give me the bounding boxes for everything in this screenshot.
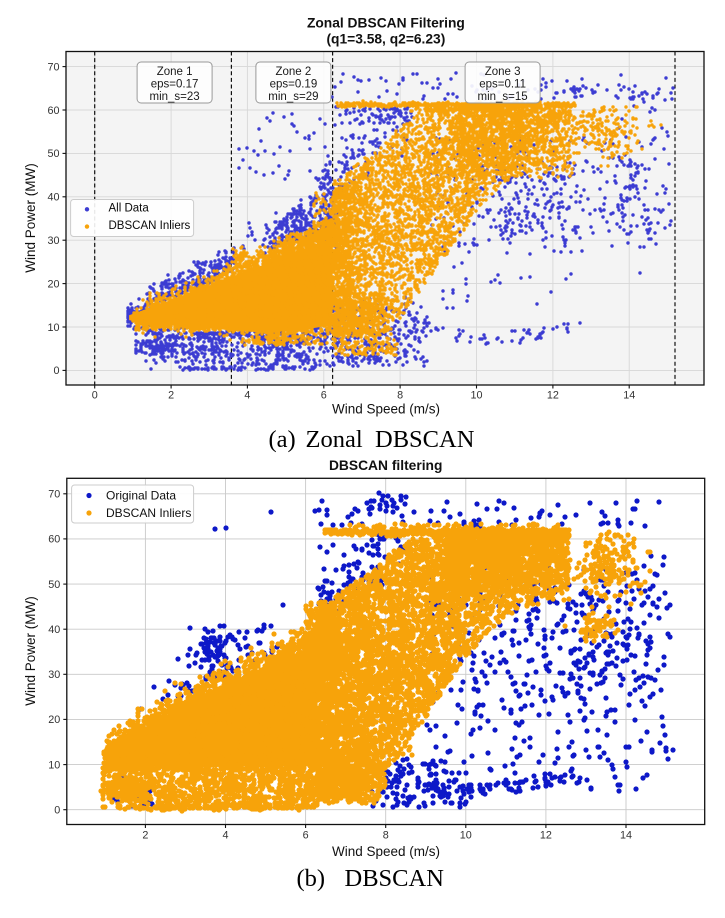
svg-text:30: 30 xyxy=(48,669,60,681)
svg-text:2: 2 xyxy=(142,830,148,842)
svg-text:Zone 2: Zone 2 xyxy=(275,66,311,78)
svg-text:eps=0.17: eps=0.17 xyxy=(151,79,199,91)
svg-text:40: 40 xyxy=(47,192,59,204)
svg-text:10: 10 xyxy=(48,759,60,771)
svg-text:eps=0.11: eps=0.11 xyxy=(479,79,526,91)
svg-text:50: 50 xyxy=(48,579,60,591)
svg-text:14: 14 xyxy=(620,830,632,842)
svg-text:Zonal DBSCAN Filtering: Zonal DBSCAN Filtering xyxy=(307,16,465,31)
svg-text:eps=0.19: eps=0.19 xyxy=(270,79,318,91)
svg-text:12: 12 xyxy=(540,830,552,842)
svg-text:DBSCAN Inliers: DBSCAN Inliers xyxy=(109,220,191,232)
svg-text:70: 70 xyxy=(47,61,59,73)
svg-text:4: 4 xyxy=(244,390,250,402)
svg-text:6: 6 xyxy=(321,390,327,402)
svg-text:50: 50 xyxy=(47,148,59,160)
svg-text:Original Data: Original Data xyxy=(106,489,176,503)
svg-text:60: 60 xyxy=(48,534,60,546)
svg-text:Wind Speed (m/s): Wind Speed (m/s) xyxy=(332,402,440,417)
svg-text:30: 30 xyxy=(47,235,59,247)
svg-text:6: 6 xyxy=(303,830,309,842)
svg-text:60: 60 xyxy=(47,105,59,117)
svg-text:DBSCAN Inliers: DBSCAN Inliers xyxy=(106,506,191,520)
svg-text:10: 10 xyxy=(47,322,59,334)
svg-text:4: 4 xyxy=(222,830,228,842)
svg-text:8: 8 xyxy=(383,830,389,842)
svg-text:10: 10 xyxy=(470,390,482,402)
svg-text:2: 2 xyxy=(168,390,174,402)
svg-text:8: 8 xyxy=(397,390,403,402)
svg-text:10: 10 xyxy=(460,830,472,842)
svg-text:20: 20 xyxy=(47,278,59,290)
svg-text:12: 12 xyxy=(547,390,559,402)
svg-text:0: 0 xyxy=(92,390,98,402)
svg-text:20: 20 xyxy=(48,714,60,726)
svg-text:Wind Power (MW): Wind Power (MW) xyxy=(23,596,38,706)
svg-text:Zone 3: Zone 3 xyxy=(485,66,521,78)
svg-text:min_s=23: min_s=23 xyxy=(150,91,200,103)
svg-text:70: 70 xyxy=(48,489,60,501)
svg-text:(q1=3.58, q2=6.23): (q1=3.58, q2=6.23) xyxy=(326,32,445,47)
svg-text:Wind Speed (m/s): Wind Speed (m/s) xyxy=(332,844,440,859)
svg-text:Zone 1: Zone 1 xyxy=(157,66,193,78)
svg-text:(b)DBSCAN: (b) DBSCAN xyxy=(297,865,445,892)
svg-text:0: 0 xyxy=(54,805,60,817)
svg-text:min_s=15: min_s=15 xyxy=(478,91,528,103)
svg-text:min_s=29: min_s=29 xyxy=(268,91,318,103)
svg-text:14: 14 xyxy=(623,390,635,402)
svg-text:All Data: All Data xyxy=(109,202,150,214)
svg-text:0: 0 xyxy=(53,365,59,377)
svg-text:40: 40 xyxy=(48,624,60,636)
svg-text:Wind Power (MW): Wind Power (MW) xyxy=(23,163,38,273)
svg-text:DBSCAN filtering: DBSCAN filtering xyxy=(329,458,442,473)
